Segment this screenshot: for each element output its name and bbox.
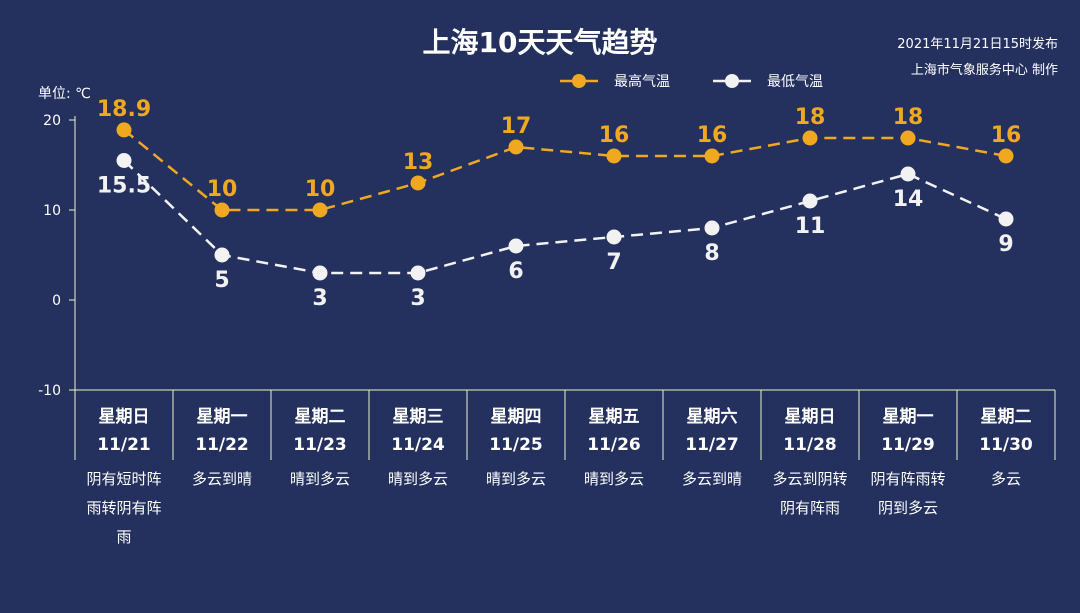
- low-temp-data-label: 15.5: [97, 174, 151, 199]
- x-tick-label: 11/24: [391, 435, 445, 455]
- legend-low-marker: [725, 74, 739, 88]
- weekday-label: 星期日: [785, 407, 836, 427]
- series-high-temp: 18.9 10 10 13 17 16 16 18 18 16: [97, 97, 1021, 218]
- high-temp-point: [802, 130, 818, 146]
- low-temp-data-label: 3: [410, 286, 425, 311]
- low-temp-line: [123, 159, 1007, 275]
- x-tick-label: 11/23: [293, 435, 347, 455]
- x-tick-label: 11/30: [979, 435, 1033, 455]
- low-temp-data-label: 3: [312, 286, 327, 311]
- weather-description: 多云到晴: [682, 470, 742, 488]
- publisher: 上海市气象服务中心 制作: [911, 62, 1058, 78]
- low-temp-point: [704, 220, 720, 236]
- weather-description: 晴到多云: [486, 470, 546, 488]
- y-tick-label: 10: [43, 203, 61, 219]
- weather-description: 晴到多云: [290, 470, 350, 488]
- legend-high-label: 最高气温: [614, 73, 670, 90]
- low-temp-point: [410, 265, 426, 281]
- low-temp-data-label: 7: [606, 250, 621, 275]
- legend-high-marker: [572, 74, 586, 88]
- publish-time: 2021年11月21日15时发布: [897, 36, 1058, 52]
- low-temp-point: [900, 166, 916, 182]
- low-temp-point: [998, 211, 1014, 227]
- high-temp-data-label: 18: [893, 105, 924, 130]
- weather-description: 雨转阴有阵: [86, 499, 161, 517]
- weather-description: 多云到晴: [192, 470, 252, 488]
- weather-description: 阴有阵雨: [780, 499, 840, 517]
- high-temp-data-label: 10: [305, 177, 336, 202]
- low-temp-point: [116, 153, 132, 168]
- high-temp-data-label: 10: [207, 177, 238, 202]
- x-tick-label: 11/27: [685, 435, 739, 455]
- y-tick-label: 0: [52, 293, 61, 309]
- x-tick-label: 11/28: [783, 435, 837, 455]
- x-tick-label: 11/25: [489, 435, 543, 455]
- low-temp-point: [508, 238, 524, 254]
- high-temp-data-label: 13: [403, 150, 434, 175]
- high-temp-point: [116, 122, 132, 138]
- y-axis-ticks: -10 0 10 20: [38, 113, 75, 399]
- high-temp-data-label: 18: [795, 105, 826, 130]
- x-tick-label: 11/29: [881, 435, 935, 455]
- high-temp-point: [606, 148, 622, 164]
- weather-description: 晴到多云: [388, 470, 448, 488]
- low-temp-data-label: 11: [795, 214, 826, 239]
- weekday-label: 星期二: [295, 407, 346, 427]
- weekday-label: 星期四: [491, 407, 542, 427]
- weather-description: 多云到阴转: [772, 470, 847, 488]
- x-tick-label: 11/22: [195, 435, 249, 455]
- low-temp-data-label: 8: [704, 241, 719, 266]
- weather-description: 阴到多云: [878, 499, 938, 517]
- weekday-label: 星期一: [883, 407, 934, 427]
- low-temp-data-label: 14: [893, 187, 924, 212]
- low-temp-data-label: 5: [214, 268, 229, 293]
- high-temp-point: [704, 148, 720, 164]
- weekday-label: 星期日: [99, 407, 150, 427]
- high-temp-point: [508, 139, 524, 155]
- y-tick-label: -10: [38, 383, 61, 399]
- x-tick-label: 11/21: [97, 435, 151, 455]
- x-tick-label: 11/26: [587, 435, 641, 455]
- low-temp-point: [214, 247, 230, 263]
- chart-title: 上海10天天气趋势: [423, 26, 658, 59]
- weather-description: 晴到多云: [584, 470, 644, 488]
- high-temp-data-label: 16: [599, 123, 630, 148]
- high-temp-point: [214, 202, 230, 218]
- high-temp-data-label: 16: [991, 123, 1022, 148]
- weekday-label: 星期三: [393, 407, 444, 427]
- high-temp-data-label: 16: [697, 123, 728, 148]
- low-temp-data-label: 9: [998, 232, 1013, 257]
- weather-description: 雨: [116, 528, 131, 546]
- high-temp-point: [312, 202, 328, 218]
- high-temp-point: [900, 130, 916, 146]
- weather-description: 阴有短时阵: [86, 470, 161, 488]
- legend-item-high: 最高气温: [560, 73, 670, 90]
- high-temp-point: [998, 148, 1014, 164]
- high-temp-data-label: 17: [501, 114, 532, 139]
- high-temp-point: [410, 175, 426, 191]
- legend-low-label: 最低气温: [767, 74, 823, 90]
- y-tick-label: 20: [43, 113, 61, 129]
- weekday-label: 星期一: [197, 407, 248, 427]
- series-low-temp: 15.5 5 3 3 6 7 8 11 14 9: [97, 153, 1014, 311]
- weekday-label: 星期二: [981, 407, 1032, 427]
- low-temp-point: [802, 193, 818, 209]
- low-temp-point: [312, 265, 328, 281]
- weather-description: 阴有阵雨转: [870, 470, 945, 488]
- weekday-label: 星期五: [589, 407, 640, 427]
- weather-description: 多云: [991, 470, 1021, 488]
- high-temp-line: [123, 128, 1007, 212]
- legend: 最高气温 最低气温: [560, 73, 823, 90]
- legend-item-low: 最低气温: [713, 74, 823, 90]
- high-temp-data-label: 18.9: [97, 97, 151, 122]
- unit-label: 单位: ℃: [38, 86, 91, 102]
- low-temp-point: [606, 229, 622, 245]
- weekday-label: 星期六: [687, 406, 738, 427]
- low-temp-data-label: 6: [508, 259, 523, 284]
